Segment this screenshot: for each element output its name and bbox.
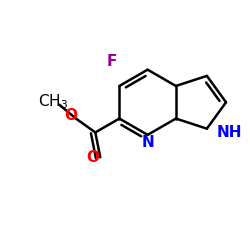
Text: O: O	[86, 150, 99, 165]
Text: O: O	[64, 108, 78, 123]
Text: NH: NH	[217, 125, 242, 140]
Text: CH$_3$: CH$_3$	[38, 92, 68, 111]
Text: F: F	[106, 54, 117, 68]
Text: N: N	[141, 135, 154, 150]
